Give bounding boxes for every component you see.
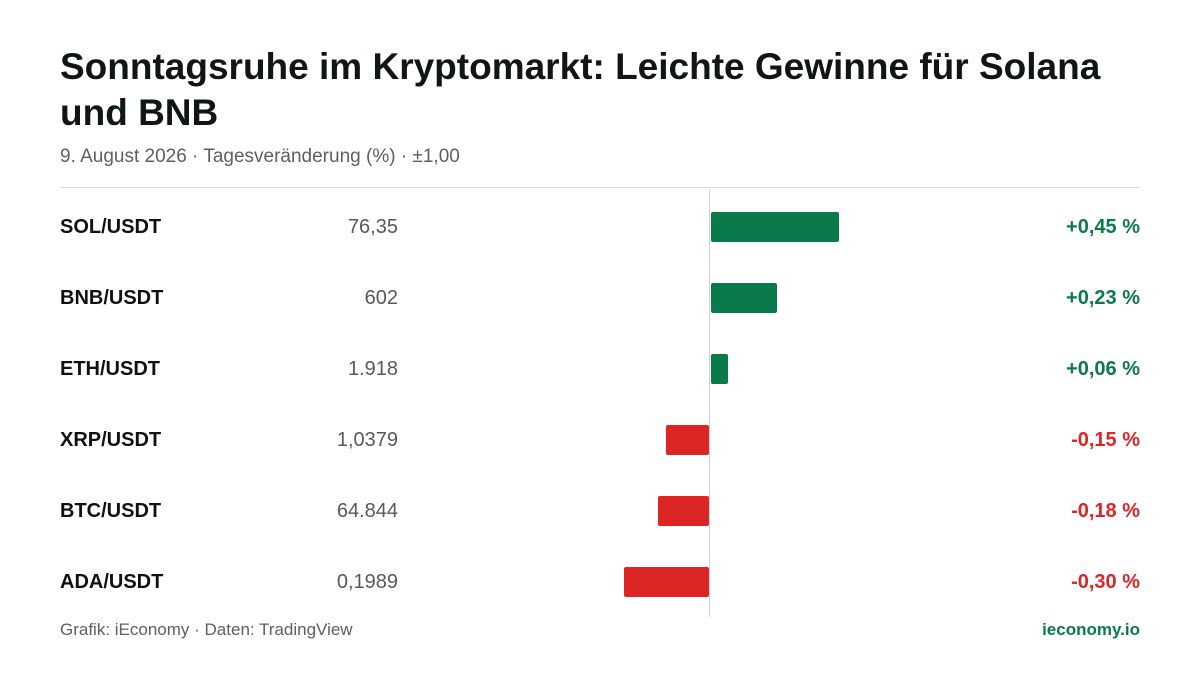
chart-row: SOL/USDT 76,35 +0,45 % — [60, 209, 1140, 245]
chart-row: ETH/USDT 1.918 +0,06 % — [60, 351, 1140, 387]
category-label: ETH/USDT — [60, 358, 160, 380]
bar — [666, 425, 709, 455]
value-label: -0,15 % — [1071, 429, 1140, 451]
zero-axis-line — [709, 189, 710, 617]
footer-source: Grafik: iEconomy · Daten: TradingView — [60, 620, 353, 639]
bar — [711, 354, 729, 384]
price-label: 0,1989 — [336, 571, 398, 593]
chart-subtitle: 9. August 2026 · Tagesveränderung (%) · … — [60, 146, 460, 167]
value-label: -0,30 % — [1071, 571, 1140, 593]
value-label: +0,06 % — [1066, 358, 1140, 380]
price-label: 1,0379 — [336, 429, 398, 451]
bar — [623, 567, 709, 597]
header-divider — [60, 187, 1140, 188]
footer-brand: ieconomy.io — [1042, 620, 1140, 639]
category-label: BNB/USDT — [60, 287, 164, 309]
chart-row: BNB/USDT 602 +0,23 % — [60, 280, 1140, 316]
category-label: SOL/USDT — [60, 216, 162, 238]
chart-row: ADA/USDT 0,1989 -0,30 % — [60, 564, 1140, 600]
price-label: 602 — [364, 287, 398, 309]
price-label: 76,35 — [347, 216, 398, 238]
chart-row: BTC/USDT 64.844 -0,18 % — [60, 493, 1140, 529]
chart-row: XRP/USDT 1,0379 -0,15 % — [60, 422, 1140, 458]
category-label: XRP/USDT — [60, 429, 162, 451]
value-label: +0,23 % — [1066, 287, 1140, 309]
bar — [657, 496, 709, 526]
bar — [711, 212, 840, 242]
category-label: ADA/USDT — [60, 571, 164, 593]
price-label: 64.844 — [336, 500, 398, 522]
price-label: 1.918 — [347, 358, 398, 380]
value-label: +0,45 % — [1066, 216, 1140, 238]
chart-title: Sonntagsruhe im Kryptomarkt: Leichte Gew… — [60, 46, 1101, 133]
value-label: -0,18 % — [1071, 500, 1140, 522]
bar — [711, 283, 777, 313]
category-label: BTC/USDT — [60, 500, 162, 522]
